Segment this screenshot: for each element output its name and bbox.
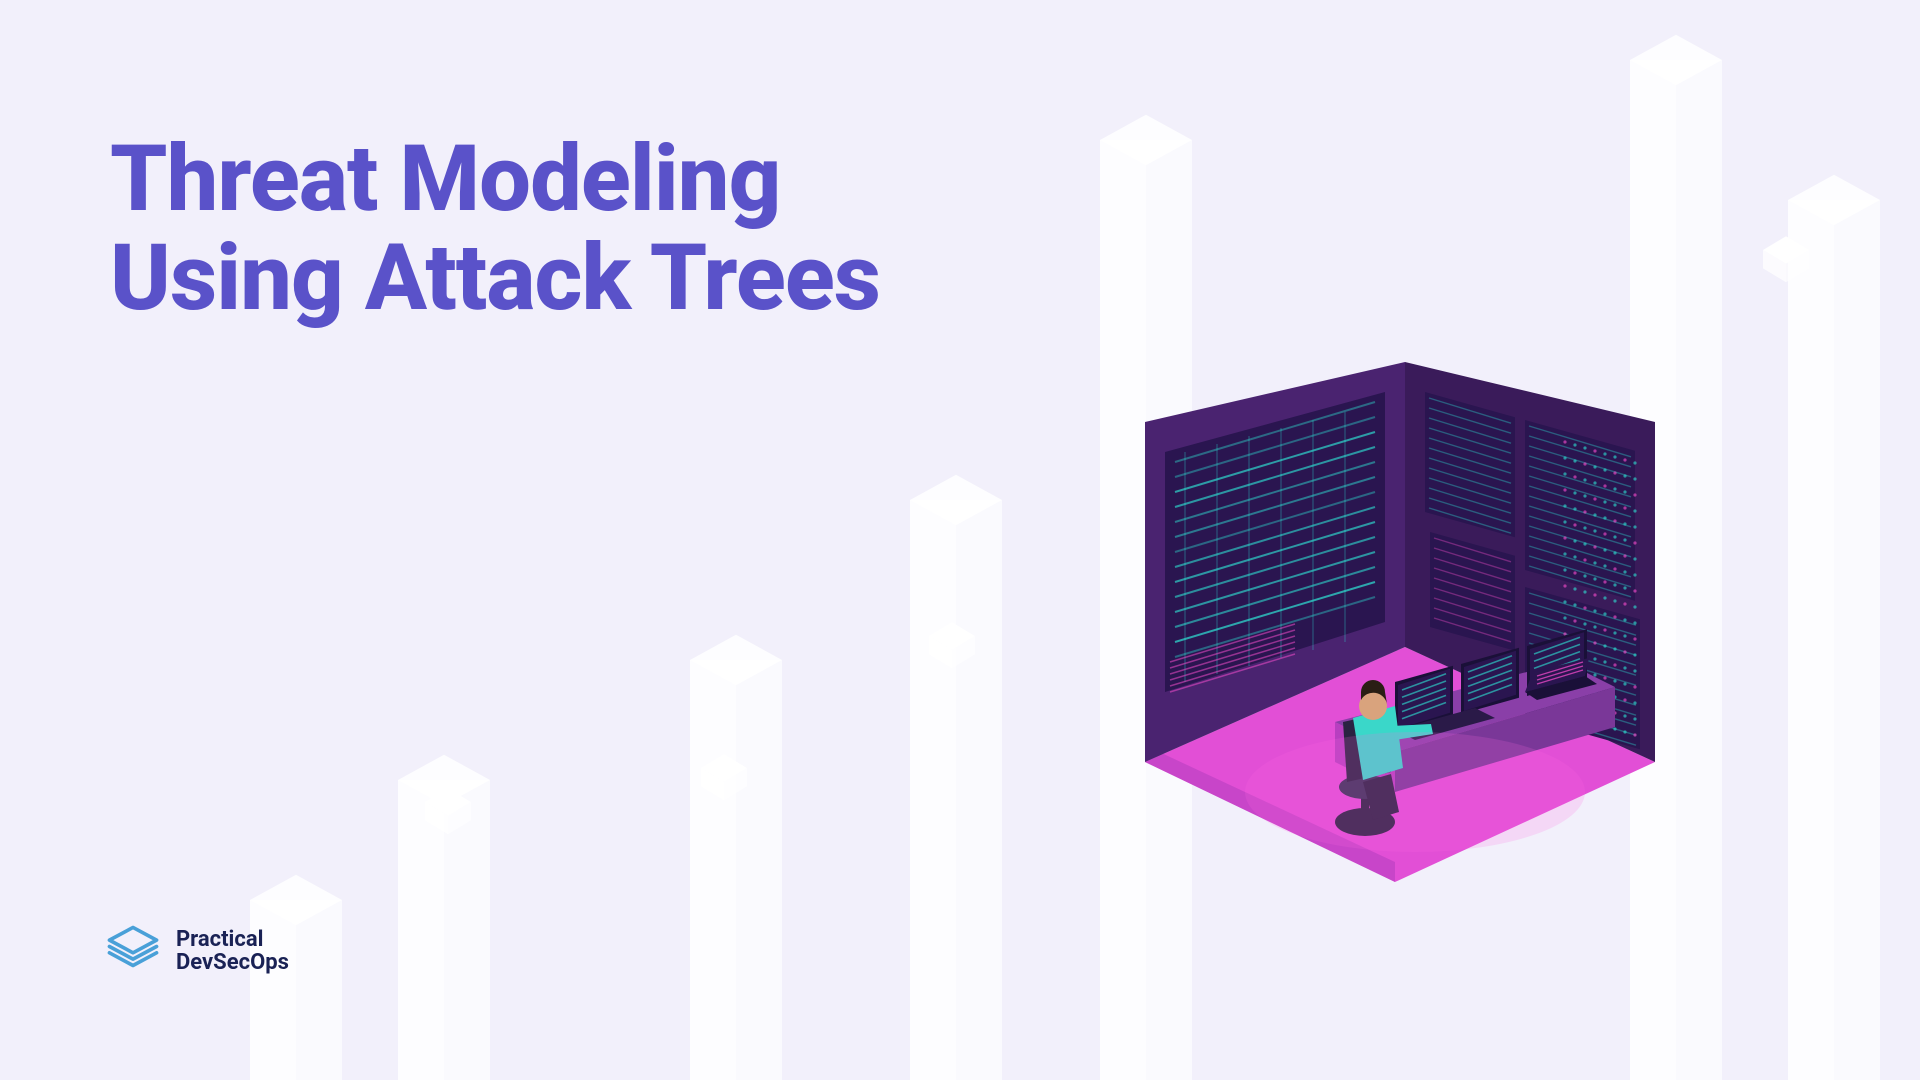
brand-line-1: Practical <box>176 928 289 951</box>
brand-line-2: DevSecOps <box>176 951 289 974</box>
brand-text: Practical DevSecOps <box>176 928 289 974</box>
brand-logo: Practical DevSecOps <box>104 922 289 980</box>
title-line-2: Using Attack Trees <box>110 225 880 332</box>
slide: Threat Modeling Using Attack Trees Pract… <box>0 0 1920 1080</box>
slide-title: Threat Modeling Using Attack Trees <box>110 130 880 329</box>
title-line-1: Threat Modeling <box>110 126 780 233</box>
layers-icon <box>104 922 162 980</box>
workstation-illustration <box>1095 362 1685 882</box>
